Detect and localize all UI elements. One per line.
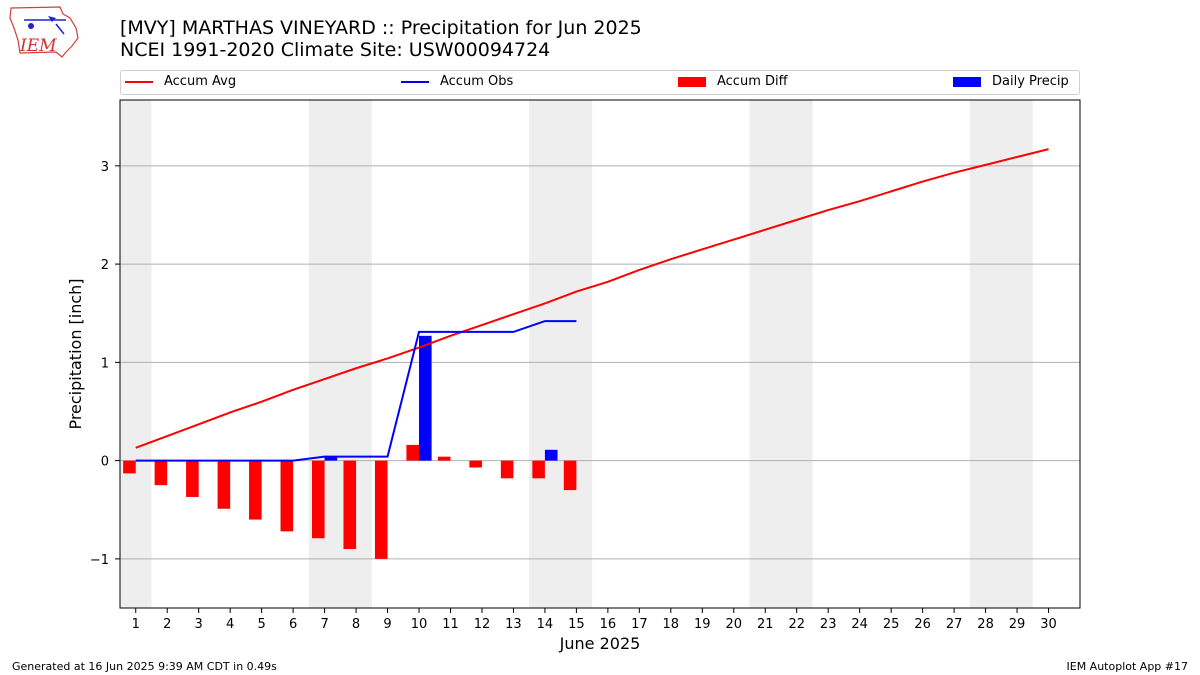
accum-diff-bar	[154, 460, 168, 486]
x-axis-label: June 2025	[559, 634, 641, 653]
x-tick-label: 12	[474, 617, 491, 632]
legend-item-accum-obs: Accum Obs	[401, 74, 513, 89]
logo-tower-shape	[55, 23, 65, 35]
x-tick-label: 8	[352, 617, 360, 632]
legend-label-accum-avg: Accum Avg	[164, 74, 237, 89]
x-tick-label: 21	[757, 617, 774, 632]
daily-precip-bars	[324, 335, 558, 461]
accum-diff-bar	[532, 460, 545, 479]
x-tick-label: 6	[289, 617, 297, 632]
y-tick-label: 3	[101, 160, 109, 175]
x-tick-label: 27	[946, 617, 963, 632]
accum-diff-bar	[437, 456, 451, 461]
plot-frame	[119, 99, 1081, 609]
x-tick-label: 15	[568, 617, 585, 632]
x-tick-label: 10	[411, 617, 428, 632]
x-tick-label: 19	[694, 617, 711, 632]
x-tick-label: 30	[1040, 617, 1057, 632]
logo-dot-shape	[28, 23, 34, 29]
accum-diff-bar	[374, 460, 388, 559]
weekend-band	[529, 100, 593, 608]
chart-legend: Accum Avg Accum Obs Accum Diff Daily Pre…	[120, 70, 1080, 95]
accum-diff-bar	[469, 460, 482, 468]
legend-item-accum-diff: Accum Diff	[678, 74, 788, 89]
x-tick-label: 20	[725, 617, 742, 632]
weekend-band	[120, 100, 152, 608]
x-tick-label: 22	[788, 617, 805, 632]
daily-precip-bar	[324, 456, 338, 461]
x-tick-label: 3	[195, 617, 203, 632]
daily-precip-bar	[419, 335, 432, 461]
y-gridlines	[120, 165, 1080, 560]
accum-diff-bar	[406, 444, 420, 461]
accum-diff-bar	[563, 460, 577, 491]
chart-subtitle: NCEI 1991-2020 Climate Site: USW00094724	[120, 39, 551, 61]
y-tick-label: −1	[90, 553, 109, 568]
accum-diff-bar	[343, 460, 357, 550]
x-tick-label: 9	[383, 617, 391, 632]
x-tick-label: 11	[442, 617, 459, 632]
legend-item-daily-precip: Daily Precip	[953, 74, 1069, 89]
y-tick-label: 2	[101, 258, 109, 273]
footer-generated: Generated at 16 Jun 2025 9:39 AM CDT in …	[12, 660, 277, 673]
weekend-band	[749, 100, 813, 608]
x-tick-label: 7	[320, 617, 328, 632]
x-tick-label: 29	[1009, 617, 1026, 632]
accum-diff-bar	[186, 460, 199, 497]
accum-diff-bar	[249, 460, 262, 520]
legend-swatch-daily-precip	[953, 76, 981, 87]
accum-diff-bar	[280, 460, 294, 532]
accum-diff-bar	[217, 460, 231, 509]
weekend-shading	[120, 100, 1033, 608]
x-tick-label: 5	[257, 617, 265, 632]
y-axis-ticks: −1 0 1 2 3	[90, 160, 120, 568]
logo-bird-shape	[48, 16, 56, 22]
accum-diff-bar	[123, 460, 136, 474]
accum-diff-bar	[500, 460, 514, 479]
accum-avg-line	[135, 148, 1049, 449]
x-axis-ticks: 1 2 3 4 5 6 7 8 9 10 11 12 13 14 15 16 17 18 19 20 21 22 23 24 2…	[132, 608, 1057, 632]
legend-item-accum-avg: Accum Avg	[125, 74, 236, 89]
x-tick-label: 28	[977, 617, 994, 632]
x-tick-label: 1	[132, 617, 140, 632]
x-tick-label: 18	[663, 617, 680, 632]
legend-swatch-accum-obs	[401, 80, 429, 83]
weekend-band	[969, 100, 1033, 608]
x-tick-label: 4	[226, 617, 234, 632]
x-tick-label: 24	[851, 617, 868, 632]
accum-diff-bar	[312, 460, 325, 539]
x-tick-label: 25	[883, 617, 900, 632]
accum-diff-bars	[123, 444, 577, 559]
daily-precip-bar	[544, 449, 558, 461]
chart-title: [MVY] MARTHAS VINEYARD :: Precipitation …	[120, 17, 642, 39]
footer-app: IEM Autoplot App #17	[1066, 660, 1189, 673]
legend-label-accum-obs: Accum Obs	[440, 74, 514, 89]
y-axis-label: Precipitation [inch]	[66, 278, 85, 429]
x-tick-label: 14	[537, 617, 554, 632]
iem-iowa-logo-icon: IEM	[9, 6, 79, 58]
y-tick-label: 0	[101, 455, 109, 470]
x-tick-label: 2	[163, 617, 171, 632]
legend-label-accum-diff: Accum Diff	[717, 74, 788, 89]
x-tick-label: 16	[600, 617, 617, 632]
accum-obs-line	[135, 320, 577, 462]
legend-label-daily-precip: Daily Precip	[992, 74, 1069, 89]
x-tick-label: 17	[631, 617, 648, 632]
accum-lines	[135, 148, 1049, 462]
x-tick-label: 23	[820, 617, 837, 632]
legend-swatch-accum-avg	[125, 80, 153, 83]
x-tick-label: 26	[914, 617, 931, 632]
y-tick-label: 1	[101, 356, 109, 371]
x-tick-label: 13	[505, 617, 522, 632]
logo-text: IEM	[19, 36, 57, 56]
legend-swatch-accum-diff	[678, 76, 706, 87]
